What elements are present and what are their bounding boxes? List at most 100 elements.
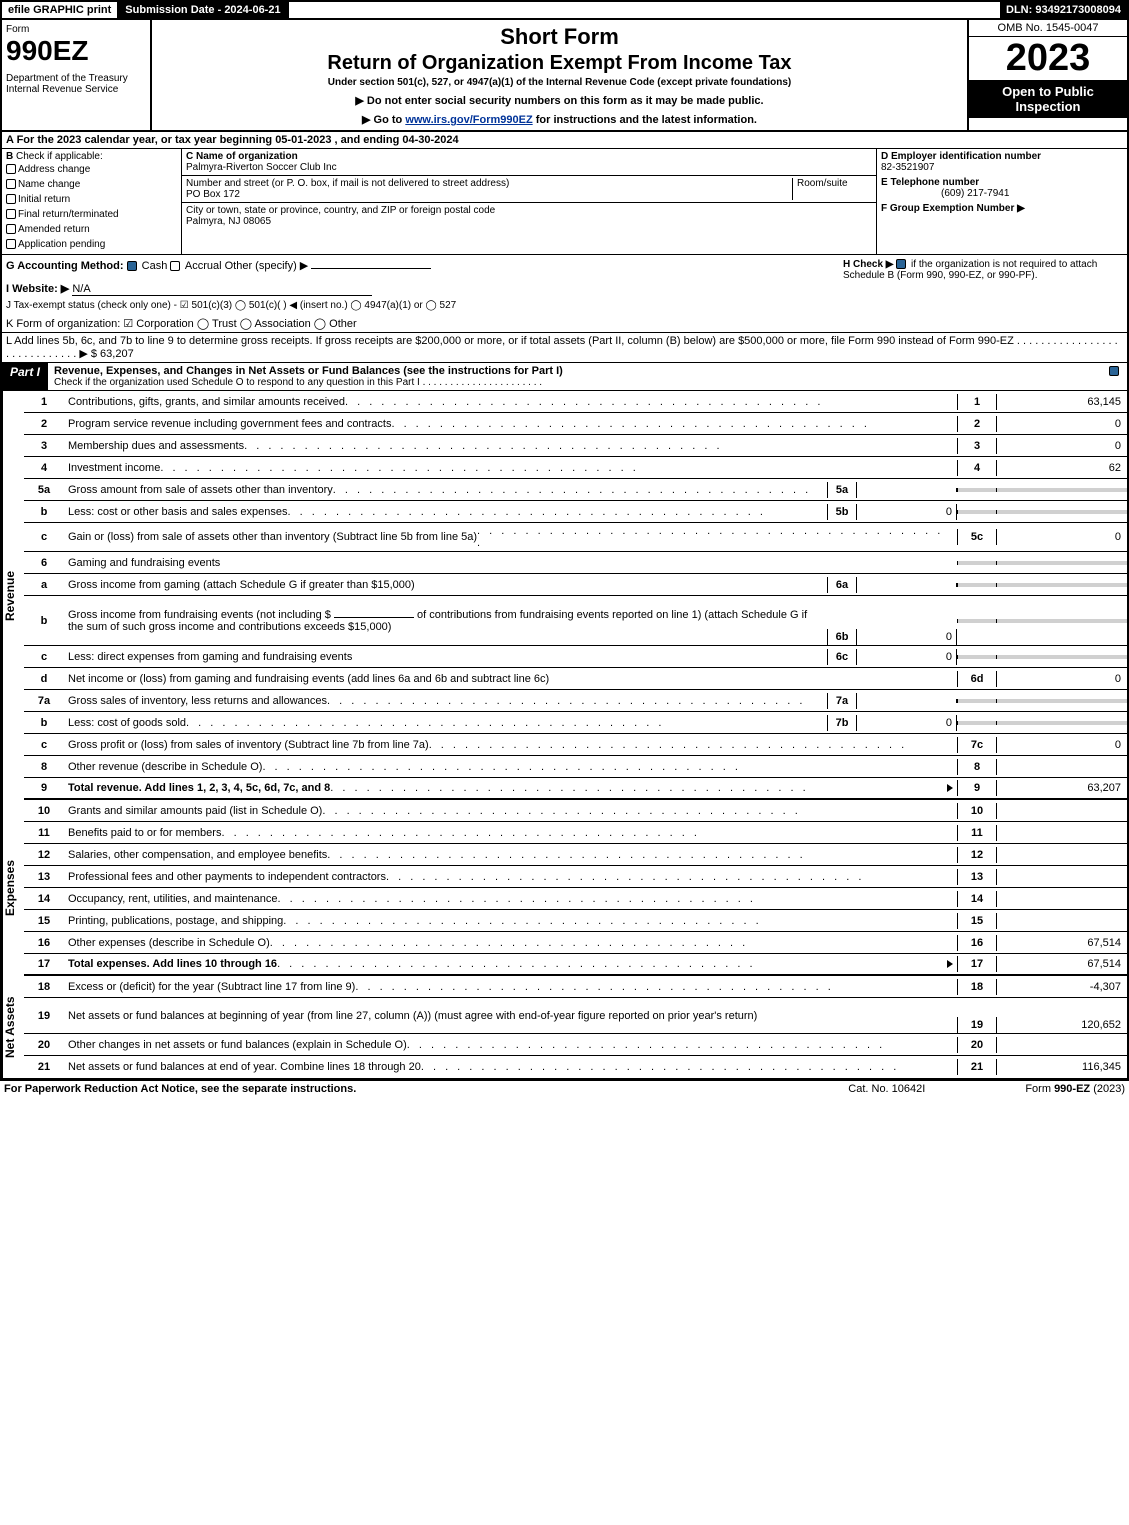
opt-final-return[interactable]: Final return/terminated xyxy=(6,207,177,222)
website-label: I Website: ▶ xyxy=(6,283,69,295)
opt-initial-return[interactable]: Initial return xyxy=(6,192,177,207)
org-name-label: C Name of organization xyxy=(186,151,298,162)
part-i-check-text: Check if the organization used Schedule … xyxy=(54,377,1097,388)
b-label: B xyxy=(6,151,13,162)
note2-pre: ▶ Go to xyxy=(362,114,405,126)
h-checkbox[interactable] xyxy=(896,259,906,269)
opt-application-pending[interactable]: Application pending xyxy=(6,237,177,252)
footer: For Paperwork Reduction Act Notice, see … xyxy=(0,1080,1129,1097)
ssn-note: ▶ Do not enter social security numbers o… xyxy=(156,94,963,107)
line-19: 19 Net assets or fund balances at beginn… xyxy=(24,998,1127,1034)
short-form-title: Short Form xyxy=(156,24,963,50)
line-18: 18 Excess or (deficit) for the year (Sub… xyxy=(24,976,1127,998)
total-revenue-value: 63,207 xyxy=(997,780,1127,796)
membership-value: 0 xyxy=(997,438,1127,454)
line-6b: b Gross income from fundraising events (… xyxy=(24,596,1127,646)
end-assets-value: 116,345 xyxy=(997,1059,1127,1075)
line-10: 10 Grants and similar amounts paid (list… xyxy=(24,800,1127,822)
gross-receipts: 63,207 xyxy=(100,348,134,360)
program-revenue-value: 0 xyxy=(997,416,1127,432)
beginning-assets-value: 120,652 xyxy=(997,1017,1127,1033)
tax-exempt-status: J Tax-exempt status (check only one) - ☑… xyxy=(6,300,843,311)
ein: 82-3521907 xyxy=(881,162,934,173)
line-6a: a Gross income from gaming (attach Sched… xyxy=(24,574,1127,596)
info-grid: B Check if applicable: Address change Na… xyxy=(0,149,1129,255)
h-check-label: H Check ▶ xyxy=(843,259,893,270)
link-note: ▶ Go to www.irs.gov/Form990EZ for instru… xyxy=(156,113,963,126)
check-if-label: Check if applicable: xyxy=(16,151,103,162)
section-d: D Employer identification number82-35219… xyxy=(877,149,1127,254)
tel-label: E Telephone number xyxy=(881,177,979,188)
line-16: 16 Other expenses (describe in Schedule … xyxy=(24,932,1127,954)
excess-deficit-value: -4,307 xyxy=(997,979,1127,995)
section-a: A For the 2023 calendar year, or tax yea… xyxy=(0,132,1129,149)
city-label: City or town, state or province, country… xyxy=(186,205,495,216)
group-exemption-label: F Group Exemption Number ▶ xyxy=(881,203,1025,214)
revenue-side-label: Revenue xyxy=(2,391,24,800)
line-15: 15 Printing, publications, postage, and … xyxy=(24,910,1127,932)
line-5b: b Less: cost or other basis and sales ex… xyxy=(24,501,1127,523)
opt-amended[interactable]: Amended return xyxy=(6,222,177,237)
line-11: 11 Benefits paid to or for members. . . … xyxy=(24,822,1127,844)
top-bar: efile GRAPHIC print Submission Date - 20… xyxy=(0,0,1129,20)
net-assets-side-label: Net Assets xyxy=(2,976,24,1078)
cat-no: Cat. No. 10642I xyxy=(848,1083,925,1095)
expenses-side-label: Expenses xyxy=(2,800,24,976)
opt-address-change[interactable]: Address change xyxy=(6,162,177,177)
website-value: N/A xyxy=(72,283,372,296)
line-1: 1 Contributions, gifts, grants, and simi… xyxy=(24,391,1127,413)
cash-checkbox[interactable] xyxy=(127,261,137,271)
line-6c: c Less: direct expenses from gaming and … xyxy=(24,646,1127,668)
dln: DLN: 93492173008094 xyxy=(1000,2,1127,18)
line-20: 20 Other changes in net assets or fund b… xyxy=(24,1034,1127,1056)
note2-post: for instructions and the latest informat… xyxy=(533,114,757,126)
part-i-label: Part I xyxy=(2,363,48,390)
tax-year: 2023 xyxy=(969,37,1127,80)
line-7b: b Less: cost of goods sold. . . . . . . … xyxy=(24,712,1127,734)
room-label: Room/suite xyxy=(797,178,848,189)
contributions-value: 63,145 xyxy=(997,394,1127,410)
form-code: 990EZ xyxy=(6,35,146,67)
form-word: Form xyxy=(6,24,146,35)
line-4: 4 Investment income. . . . . . . . . . .… xyxy=(24,457,1127,479)
line-21: 21 Net assets or fund balances at end of… xyxy=(24,1056,1127,1078)
form-header: Form 990EZ Department of the Treasury In… xyxy=(0,20,1129,132)
opt-name-change[interactable]: Name change xyxy=(6,177,177,192)
line-2: 2 Program service revenue including gove… xyxy=(24,413,1127,435)
section-b: B Check if applicable: Address change Na… xyxy=(2,149,182,254)
irs-label: Internal Revenue Service xyxy=(6,84,146,95)
dept-treasury: Department of the Treasury xyxy=(6,73,146,84)
line-5a: 5a Gross amount from sale of assets othe… xyxy=(24,479,1127,501)
open-to-public-button[interactable]: Open to Public Inspection xyxy=(969,80,1127,118)
org-name: Palmyra-Riverton Soccer Club Inc xyxy=(186,162,337,173)
main-title: Return of Organization Exempt From Incom… xyxy=(156,52,963,75)
part-i-checkbox[interactable] xyxy=(1109,366,1119,376)
line-14: 14 Occupancy, rent, utilities, and maint… xyxy=(24,888,1127,910)
efile-print[interactable]: efile GRAPHIC print xyxy=(2,2,119,18)
accrual-checkbox[interactable] xyxy=(170,261,180,271)
line-3: 3 Membership dues and assessments. . . .… xyxy=(24,435,1127,457)
line-7c: c Gross profit or (loss) from sales of i… xyxy=(24,734,1127,756)
total-expenses-value: 67,514 xyxy=(997,956,1127,972)
submission-date: Submission Date - 2024-06-21 xyxy=(119,2,288,18)
accrual-label: Accrual xyxy=(185,260,222,272)
city: Palmyra, NJ 08065 xyxy=(186,216,271,227)
cash-label: Cash xyxy=(142,260,168,272)
accounting-method-label: G Accounting Method: xyxy=(6,260,124,272)
line-7a: 7a Gross sales of inventory, less return… xyxy=(24,690,1127,712)
investment-value: 62 xyxy=(997,460,1127,476)
part-i-header: Part I Revenue, Expenses, and Changes in… xyxy=(0,363,1129,391)
ein-label: D Employer identification number xyxy=(881,151,1041,162)
line-12: 12 Salaries, other compensation, and emp… xyxy=(24,844,1127,866)
row-k: K Form of organization: ☑ Corporation ◯ … xyxy=(0,315,1129,333)
irs-link[interactable]: www.irs.gov/Form990EZ xyxy=(405,114,532,126)
form-ref: Form 990-EZ (2023) xyxy=(1025,1083,1125,1095)
row-l: L Add lines 5b, 6c, and 7b to line 9 to … xyxy=(0,333,1129,363)
line-6: 6 Gaming and fundraising events xyxy=(24,552,1127,574)
omb-number: OMB No. 1545-0047 xyxy=(969,20,1127,37)
line-8: 8 Other revenue (describe in Schedule O)… xyxy=(24,756,1127,778)
line-9: 9 Total revenue. Add lines 1, 2, 3, 4, 5… xyxy=(24,778,1127,800)
address: PO Box 172 xyxy=(186,189,240,200)
row-g-h: G Accounting Method: Cash Accrual Other … xyxy=(0,255,1129,315)
line-17: 17 Total expenses. Add lines 10 through … xyxy=(24,954,1127,976)
